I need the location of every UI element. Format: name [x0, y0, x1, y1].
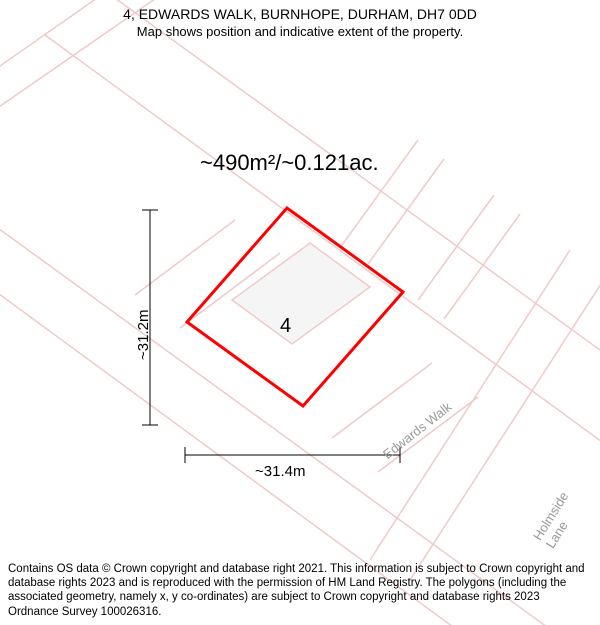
subtitle: Map shows position and indicative extent… [0, 24, 600, 39]
base-map-line [444, 214, 520, 319]
address-title: 4, EDWARDS WALK, BURNHOPE, DURHAM, DH7 0… [0, 6, 600, 22]
plot-number: 4 [280, 315, 291, 338]
dimension-horizontal-label: ~31.4m [255, 463, 305, 480]
base-map-line [410, 270, 600, 580]
dimension-vertical-label: ~31.2m [135, 310, 152, 360]
base-map-line [418, 195, 494, 300]
base-map-line [378, 397, 478, 472]
map-canvas [0, 0, 600, 625]
base-map-line [45, 35, 600, 455]
area-label: ~490m²/~0.121ac. [200, 150, 379, 176]
copyright-footer: Contains OS data © Crown copyright and d… [8, 562, 592, 620]
base-map-line [368, 159, 444, 264]
header: 4, EDWARDS WALK, BURNHOPE, DURHAM, DH7 0… [0, 6, 600, 39]
